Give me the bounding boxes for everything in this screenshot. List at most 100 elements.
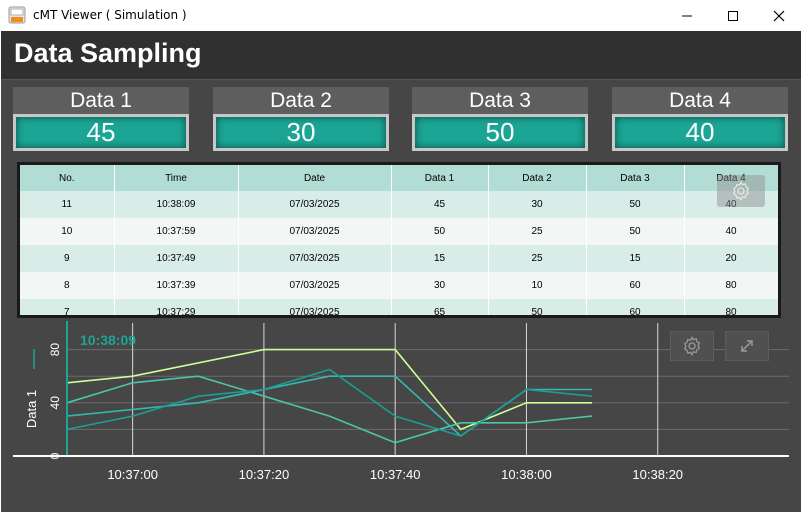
x-tick-label: 10:38:20 — [632, 467, 683, 482]
x-tick-label: 10:38:00 — [501, 467, 552, 482]
y-axis-label: Data 1 — [24, 390, 39, 428]
cell-data-1: 65 — [391, 299, 489, 315]
x-tick-label: 10:37:00 — [107, 467, 158, 482]
card-value: 30 — [213, 114, 389, 151]
column-header-data-1[interactable]: Data 1 — [391, 165, 489, 191]
table-row[interactable]: 9 10:37:49 07/03/2025 15 25 15 20 — [20, 245, 778, 272]
series-line-3 — [66, 375, 593, 438]
cell-time: 10:37:29 — [114, 299, 239, 315]
minimize-button[interactable] — [664, 0, 710, 31]
card-label: Data 1 — [13, 87, 189, 114]
card-label: Data 3 — [412, 87, 588, 114]
cell-data-1: 45 — [391, 191, 489, 218]
page-title: Data Sampling — [14, 38, 202, 68]
column-header-no[interactable]: No. — [20, 165, 115, 191]
sampling-table-grid: No. Time Date Data 1 Data 2 Data 3 Data … — [20, 165, 778, 315]
series-line-4 — [66, 368, 593, 437]
cell-no: 11 — [20, 191, 115, 218]
cell-data-3: 60 — [586, 272, 685, 299]
window-titlebar: cMT Viewer ( Simulation ) — [0, 0, 802, 31]
y-tick-label: 80 — [48, 343, 62, 357]
cell-data-2: 25 — [488, 218, 587, 245]
data-card-3: Data 3 50 — [412, 87, 588, 151]
data-card-1: Data 1 45 — [13, 87, 189, 151]
close-icon — [773, 10, 785, 21]
table-row[interactable]: 7 10:37:29 07/03/2025 65 50 60 80 — [20, 299, 778, 315]
series-line-1 — [66, 348, 593, 431]
maximize-button[interactable] — [710, 0, 756, 31]
chart-axes: 10:37:00 10:37:20 10:37:40 10:38:00 10:38:20… — [13, 321, 789, 482]
cell-no: 9 — [20, 245, 115, 272]
cell-data-4: 20 — [684, 245, 778, 272]
cell-time: 10:37:59 — [114, 218, 239, 245]
column-header-data-3[interactable]: Data 3 — [586, 165, 685, 191]
bottom-strip — [1, 496, 801, 512]
minimize-icon — [682, 15, 692, 16]
sampling-table-viewport[interactable]: No. Time Date Data 1 Data 2 Data 3 Data … — [20, 165, 778, 315]
x-tick-label: 10:37:40 — [370, 467, 421, 482]
window-title: cMT Viewer ( Simulation ) — [33, 8, 187, 22]
cmt-app-icon — [8, 6, 26, 24]
cell-no: 7 — [20, 299, 115, 315]
gear-icon — [683, 335, 701, 357]
trend-chart-panel: 10:37:00 10:37:20 10:37:40 10:38:00 10:38:20… — [13, 321, 789, 494]
page-header: Data Sampling — [1, 31, 801, 80]
cell-data-4: 80 — [684, 272, 778, 299]
cell-time: 10:37:49 — [114, 245, 239, 272]
cell-date: 07/03/2025 — [238, 299, 392, 315]
data-card-2: Data 2 30 — [213, 87, 389, 151]
chart-grid — [67, 323, 789, 456]
close-button[interactable] — [756, 0, 802, 31]
x-tick-label: 10:37:20 — [239, 467, 290, 482]
app-frame: Data Sampling Data 1 45 Data 2 30 Data 3… — [1, 31, 801, 512]
column-header-data-4[interactable]: Data 4 — [684, 165, 778, 191]
cell-date: 07/03/2025 — [238, 272, 392, 299]
table-header-row: No. Time Date Data 1 Data 2 Data 3 Data … — [20, 165, 778, 191]
cell-no: 10 — [20, 218, 115, 245]
cell-data-3: 15 — [586, 245, 685, 272]
column-header-time[interactable]: Time — [114, 165, 239, 191]
table-row[interactable]: 11 10:38:09 07/03/2025 45 30 50 40 — [20, 191, 778, 218]
cell-time: 10:37:39 — [114, 272, 239, 299]
trend-chart[interactable]: 10:37:00 10:37:20 10:37:40 10:38:00 10:38:20… — [13, 321, 789, 494]
cursor-time-label: 10:38:09 — [80, 332, 136, 348]
cell-data-4: 80 — [684, 299, 778, 315]
sampling-table: No. Time Date Data 1 Data 2 Data 3 Data … — [17, 162, 781, 318]
expand-icon — [741, 340, 753, 352]
cell-date: 07/03/2025 — [238, 191, 392, 218]
cell-data-2: 30 — [488, 191, 587, 218]
card-value: 50 — [412, 114, 588, 151]
data-card-4: Data 4 40 — [612, 87, 788, 151]
chart-expand-button[interactable] — [725, 331, 769, 361]
card-label: Data 4 — [612, 87, 788, 114]
cell-date: 07/03/2025 — [238, 245, 392, 272]
table-row[interactable]: 10 10:37:59 07/03/2025 50 25 50 40 — [20, 218, 778, 245]
cell-data-4: 40 — [684, 218, 778, 245]
chart-settings-button[interactable] — [670, 331, 714, 361]
gear-icon — [732, 180, 750, 202]
cell-data-4: 40 — [684, 191, 778, 218]
series-line-2 — [66, 375, 593, 444]
cell-data-3: 50 — [586, 218, 685, 245]
table-settings-button[interactable] — [717, 175, 765, 207]
card-label: Data 2 — [213, 87, 389, 114]
column-header-date[interactable]: Date — [238, 165, 392, 191]
cell-data-1: 15 — [391, 245, 489, 272]
maximize-icon — [728, 10, 738, 21]
cell-time: 10:38:09 — [114, 191, 239, 218]
cell-data-1: 30 — [391, 272, 489, 299]
cell-data-3: 60 — [586, 299, 685, 315]
cell-data-3: 50 — [586, 191, 685, 218]
cell-data-2: 25 — [488, 245, 587, 272]
card-value: 45 — [13, 114, 189, 151]
chart-series — [66, 348, 593, 444]
cell-data-2: 10 — [488, 272, 587, 299]
table-row[interactable]: 8 10:37:39 07/03/2025 30 10 60 80 — [20, 272, 778, 299]
cell-no: 8 — [20, 272, 115, 299]
column-header-data-2[interactable]: Data 2 — [488, 165, 587, 191]
cell-date: 07/03/2025 — [238, 218, 392, 245]
cell-data-2: 50 — [488, 299, 587, 315]
card-value: 40 — [612, 114, 788, 151]
cell-data-1: 50 — [391, 218, 489, 245]
y-tick-label: 40 — [48, 396, 62, 410]
